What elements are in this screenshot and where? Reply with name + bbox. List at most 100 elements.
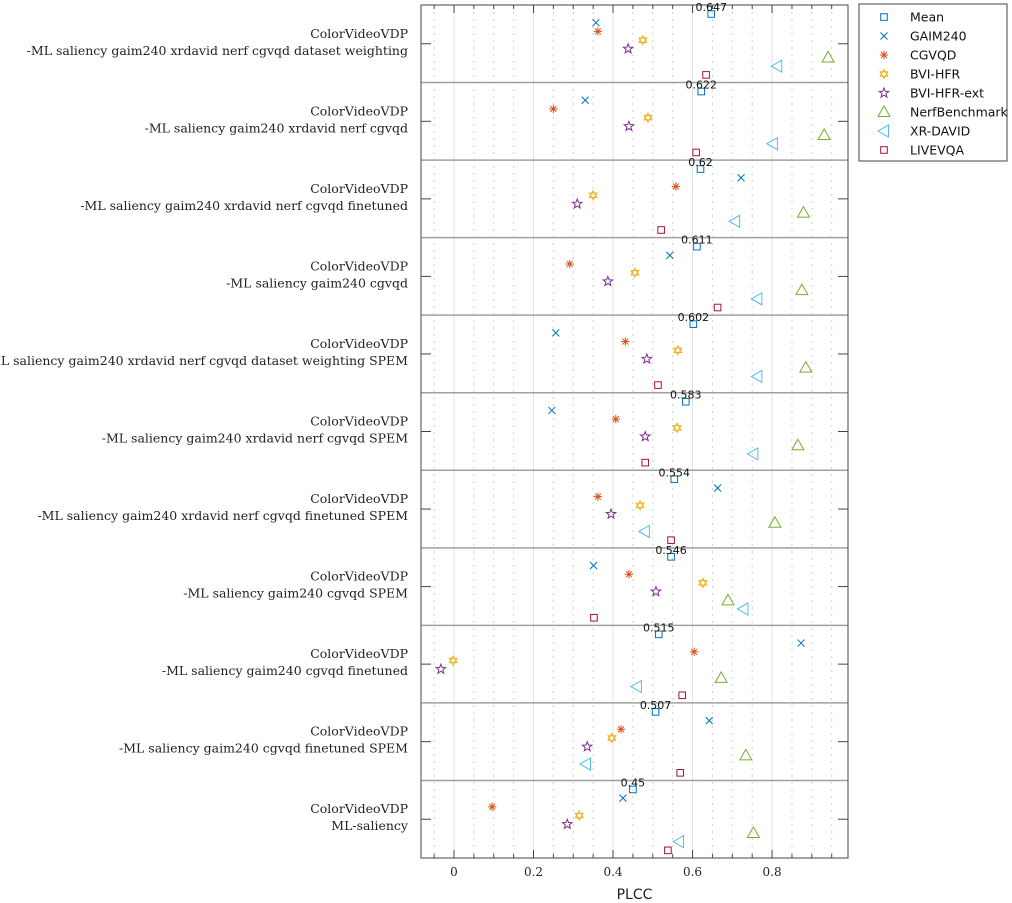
marker-nerfbenchmark: [738, 748, 753, 761]
mean-value-label: 0.611: [681, 234, 713, 247]
legend-marker-cgvqd: [879, 50, 889, 60]
square-marker: [629, 785, 637, 794]
triangle-up-marker: [821, 50, 835, 63]
marker-bvi-hfr: [673, 344, 683, 356]
square-marker: [667, 553, 675, 561]
x-tick-label: 0.8: [763, 865, 782, 879]
marker-nerfbenchmark: [791, 438, 805, 451]
asterisk-marker: [624, 570, 634, 579]
marker-bvi-hfr-ext: [622, 42, 635, 55]
marker-cgvqd: [549, 104, 558, 114]
y-label-line2: -ML saliency gaim240 xrdavid nerf cgvqd …: [37, 508, 408, 523]
hexagram-marker: [630, 267, 640, 276]
pentagram-marker: [601, 275, 614, 287]
x-marker: [581, 96, 590, 105]
x-marker: [737, 173, 745, 182]
legend-marker-livevqa: [880, 146, 888, 154]
marker-bvi-hfr: [672, 422, 682, 434]
marker-cgvqd: [624, 570, 634, 579]
hexagram-marker: [879, 68, 889, 77]
triangle-left-marker: [746, 447, 759, 461]
triangle-left-marker: [736, 602, 749, 616]
marker-gaim240: [705, 716, 714, 725]
square-marker: [678, 691, 687, 700]
square-marker: [657, 226, 665, 234]
mean-value-label: 0.647: [695, 1, 727, 14]
triangle-left-marker: [637, 524, 650, 539]
legend-entry-label: GAIM240: [910, 29, 967, 44]
marker-bvi-hfr-ext: [581, 740, 594, 752]
hexagram-marker: [643, 114, 653, 124]
hexagram-marker: [448, 657, 458, 666]
square-marker: [651, 708, 660, 716]
mean-value-label: 0.62: [688, 156, 713, 169]
triangle-up-marker: [795, 283, 809, 296]
legend-marker-bvi-hfr-ext: [877, 86, 891, 99]
marker-cgvqd: [565, 259, 574, 269]
square-marker: [641, 458, 650, 467]
x-marker: [666, 251, 674, 260]
group-separators: [421, 81, 848, 782]
asterisk-marker: [549, 104, 558, 114]
triangle-up-marker: [798, 360, 813, 373]
marker-bvi-hfr: [630, 267, 640, 279]
square-marker: [689, 320, 698, 328]
marker-cgvqd: [487, 802, 497, 812]
marker-xr-david: [750, 291, 763, 306]
pentagram-marker: [561, 817, 574, 830]
x-marker: [547, 406, 556, 415]
x-marker: [797, 639, 805, 647]
marker-bvi-hfr: [574, 810, 584, 822]
marker-mean: [670, 475, 679, 484]
grid: [433, 5, 833, 858]
hexagram-marker: [588, 189, 598, 198]
marker-bvi-hfr: [638, 34, 648, 46]
plot-frame: [420, 4, 849, 859]
mean-value-label: 0.45: [621, 776, 646, 789]
marker-mean: [693, 242, 701, 251]
pentagram-marker: [571, 197, 584, 210]
y-label-line2: -ML saliency gaim240 xrdavid nerf cgvqd …: [80, 198, 408, 213]
marker-mean: [707, 10, 716, 18]
square-marker: [692, 148, 700, 157]
mean-value-label: 0.602: [678, 311, 710, 324]
marker-mean: [696, 165, 705, 173]
marker-bvi-hfr-ext: [571, 197, 584, 210]
marker-xr-david: [746, 447, 759, 461]
pentagram-marker: [640, 352, 653, 365]
marker-bvi-hfr: [448, 654, 458, 666]
marker-nerfbenchmark: [795, 283, 809, 296]
marker-livevqa: [667, 536, 675, 544]
mean-value-label: 0.554: [659, 466, 691, 479]
y-label-line1: ColorVideoVDP: [310, 569, 408, 584]
marker-bvi-hfr: [635, 499, 645, 511]
marker-nerfbenchmark: [796, 205, 811, 218]
x-axis-tick-labels: 0 0.2 0.4 0.6 0.8: [450, 865, 781, 879]
hexagram-marker: [673, 344, 683, 354]
marker-cgvqd: [593, 27, 603, 36]
triangle-left-marker: [876, 124, 889, 138]
y-label-line2: ML-saliency: [331, 818, 409, 833]
pentagram-marker: [434, 662, 447, 675]
triangle-up-marker: [746, 825, 761, 838]
marker-xr-david: [765, 136, 778, 151]
square-marker: [654, 381, 662, 389]
pentagram-marker: [604, 507, 618, 520]
marker-mean: [667, 553, 675, 561]
y-label-line1: ColorVideoVDP: [310, 724, 408, 739]
asterisk-marker: [879, 50, 889, 60]
triangle-up-marker: [738, 748, 753, 761]
hexagram-marker: [673, 347, 683, 356]
y-label-line2: -ML saliency gaim240 cgvqd SPEM: [183, 586, 408, 601]
marker-xr-david: [578, 757, 591, 771]
marker-nerfbenchmark: [798, 360, 813, 373]
x-marker: [551, 329, 560, 337]
hexagram-marker: [630, 269, 640, 279]
hexagram-marker: [448, 654, 458, 664]
marker-cgvqd: [621, 337, 630, 346]
data-markers: 0.647 0.622 0.62 0.611 0.602 0.583 0.554 0.546 0…: [434, 1, 835, 855]
x-marker: [705, 716, 714, 725]
axis-ticks: [421, 5, 848, 858]
marker-bvi-hfr-ext: [640, 352, 653, 365]
y-label-line2: -ML saliency gaim240 xrdavid nerf cgvqd …: [0, 353, 408, 368]
